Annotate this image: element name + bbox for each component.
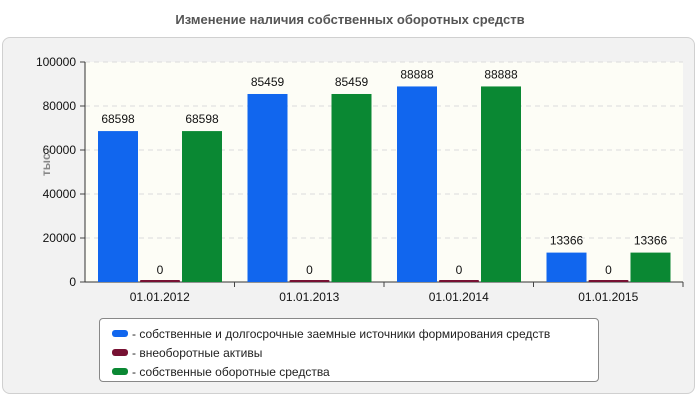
- bar: [481, 86, 521, 282]
- legend-swatch-sources: [112, 330, 128, 337]
- bar: [247, 93, 288, 282]
- bar: [630, 252, 671, 282]
- y-tick-label: 20000: [43, 231, 77, 245]
- chart-title: Изменение наличия собственных оборотных …: [175, 12, 525, 27]
- y-tick-label: 60000: [43, 143, 77, 157]
- data-label: 0: [605, 263, 612, 277]
- x-tick-label: 01.01.2012: [130, 290, 190, 304]
- data-label: 88888: [400, 67, 434, 81]
- legend-item-sources: - собственные и долгосрочные заемные ист…: [112, 324, 598, 343]
- data-label: 0: [456, 263, 463, 277]
- legend: - собственные и долгосрочные заемные ист…: [99, 318, 599, 382]
- data-label: 13366: [550, 234, 584, 248]
- legend-swatch-working-capital: [112, 368, 128, 375]
- x-tick-label: 01.01.2013: [279, 290, 339, 304]
- x-tick-label: 01.01.2015: [578, 290, 638, 304]
- data-label: 0: [157, 263, 164, 277]
- bar: [182, 131, 222, 282]
- legend-label-working-capital: - собственные оборотные средства: [132, 364, 330, 379]
- bar: [289, 280, 330, 282]
- data-label: 85459: [251, 75, 285, 89]
- y-tick-label: 100000: [36, 55, 76, 69]
- data-label: 0: [306, 263, 313, 277]
- bar: [140, 280, 180, 282]
- data-label: 68598: [185, 112, 219, 126]
- bar: [397, 86, 437, 282]
- bar: [439, 280, 479, 282]
- data-label: 88888: [484, 67, 518, 81]
- data-label: 68598: [101, 112, 135, 126]
- y-axis-title: тыс.: [39, 150, 53, 176]
- bar: [98, 131, 138, 282]
- legend-label-noncurrent-assets: - внеоборотные активы: [132, 345, 263, 360]
- x-tick-label: 01.01.2014: [429, 290, 489, 304]
- y-tick-label: 0: [69, 275, 76, 289]
- bar: [546, 252, 587, 282]
- bar: [331, 93, 372, 282]
- y-tick-label: 40000: [43, 187, 77, 201]
- legend-item-noncurrent-assets: - внеоборотные активы: [112, 343, 598, 362]
- legend-swatch-noncurrent-assets: [112, 349, 128, 356]
- legend-item-working-capital: - собственные оборотные средства: [112, 362, 598, 381]
- data-label: 85459: [335, 75, 369, 89]
- y-tick-label: 80000: [43, 99, 77, 113]
- bar: [588, 280, 629, 282]
- data-label: 13366: [634, 234, 668, 248]
- legend-label-sources: - собственные и долгосрочные заемные ист…: [132, 326, 551, 341]
- plot-background: [85, 62, 683, 282]
